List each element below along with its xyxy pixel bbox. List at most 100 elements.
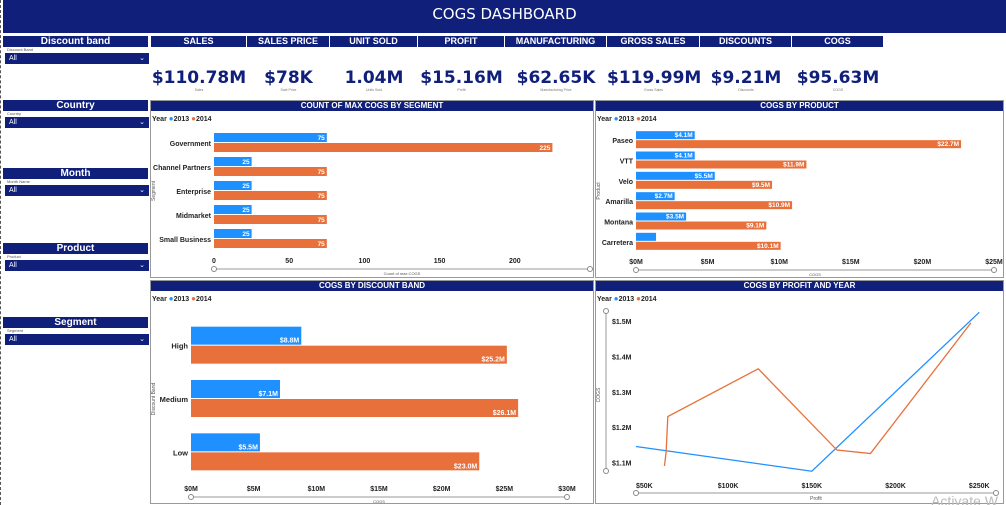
tab-sales-price[interactable]: SALES PRICE (247, 36, 330, 47)
x-tick-label: $0M (629, 259, 643, 266)
data-label: 75 (318, 135, 326, 142)
activation-watermark: Activate W (931, 493, 998, 505)
slicer-month: Month Month Name All ⌄ (3, 168, 149, 230)
tab-gross-sales[interactable]: GROSS SALES (607, 36, 700, 47)
segment-dropdown[interactable]: All ⌄ (5, 334, 149, 345)
kpi-value: $9.21M (710, 68, 782, 88)
tab-manufacturing-price[interactable]: MANUFACTURING PRICE (505, 36, 607, 57)
x-axis-title: COGS (373, 499, 385, 503)
scroll-handle-icon (587, 266, 593, 272)
kpi-value: $62.65K (516, 68, 596, 88)
bar-2014 (214, 143, 553, 152)
kpi-caption: Gross Sales (643, 88, 664, 92)
tab-sales[interactable]: SALES (151, 36, 247, 47)
data-label: $22.7M (937, 141, 959, 148)
y-tick-label: $1.1M (612, 460, 632, 467)
legend-item-2014: 2014 (640, 116, 657, 123)
chevron-down-icon[interactable]: ⌄ (139, 55, 145, 62)
kpi-unit-sold: 1.04M Units Sold (330, 68, 418, 92)
tab-unit-sold[interactable]: UNIT SOLD (330, 36, 418, 47)
scroll-handle-icon (188, 494, 194, 500)
data-label: $10.1M (757, 243, 779, 250)
x-tick-label: $20M (914, 259, 932, 266)
x-tick-label: $30M (558, 486, 576, 493)
legend-dot-icon: ● (191, 114, 196, 123)
bar-2014 (191, 345, 507, 364)
kpi-caption: COGS (832, 88, 844, 92)
discount-band-bar-chart: High $8.8M $25.2M Medium $7.1M $26.1M Low $5.5M… (151, 326, 576, 503)
bar-2013 (636, 192, 675, 201)
x-tick-label: $5M (247, 486, 261, 493)
y-tick-label: $1.3M (612, 390, 632, 397)
product-bar-chart: Paseo $4.1M $22.7M VTT $4.1M $11.9M Velo $5.5M $… (596, 131, 1003, 277)
slicer-title: Discount band (3, 36, 148, 47)
series-line-2014 (663, 322, 972, 467)
x-tick-label: $10M (770, 259, 788, 266)
scroll-handle-icon (211, 266, 217, 272)
dashboard-title: COGS DASHBOARD (3, 0, 1006, 33)
kpi-sales-price: $78K Sale Price (247, 68, 330, 92)
slicer-title: Month (3, 168, 148, 179)
bar-2013 (214, 205, 252, 214)
bar-2013 (636, 151, 695, 160)
series-line-2013 (635, 311, 980, 472)
country-dropdown[interactable]: All ⌄ (5, 117, 149, 128)
legend-label: Year (152, 296, 167, 303)
legend-dot-icon: ● (191, 294, 196, 303)
bar-2014 (214, 167, 327, 176)
tab-profit[interactable]: PROFIT (418, 36, 505, 47)
chart-title: COUNT OF MAX COGS BY SEGMENT (151, 101, 593, 111)
kpi-sales: $110.78M Sales (151, 68, 247, 92)
x-tick-label: $10M (308, 486, 326, 493)
dropdown-value: All (9, 119, 17, 126)
category-label: Amarilla (605, 199, 633, 206)
chevron-down-icon[interactable]: ⌄ (139, 119, 145, 126)
legend-dot-icon: ● (613, 294, 619, 303)
x-tick-label: $250K (969, 483, 990, 490)
legend-dot-icon: ● (636, 114, 641, 123)
chevron-down-icon[interactable]: ⌄ (139, 336, 145, 343)
chevron-down-icon[interactable]: ⌄ (139, 187, 145, 194)
category-label: High (171, 342, 188, 351)
profit-year-line-chart: $1.1M $1.2M $1.3M $1.4M $1.5M $50K $100K $150K $… (596, 308, 999, 502)
chevron-down-icon[interactable]: ⌄ (139, 262, 145, 269)
x-tick-label: $100K (718, 483, 739, 490)
slicer-product: Product Product All ⌄ (3, 243, 149, 305)
category-label: Channel Partners (153, 165, 211, 172)
slicer-field-label: Segment (7, 328, 24, 333)
y-axis-title: Segment (151, 180, 157, 201)
x-tick-label: 200 (509, 258, 521, 265)
bar-2013 (214, 157, 252, 166)
kpi-value: $78K (264, 68, 313, 88)
slicer-discount-band: Discount band Discount Band All ⌄ (3, 36, 149, 98)
kpi-caption: Manufacturing Price (540, 88, 572, 92)
tab-discounts[interactable]: DISCOUNTS (700, 36, 792, 47)
kpi-manufacturing-price: $62.65K Manufacturing Price (505, 68, 607, 92)
legend-dot-icon: ● (168, 294, 174, 303)
legend-label: Year (597, 296, 612, 303)
month-dropdown[interactable]: All ⌄ (5, 185, 149, 196)
y-tick-label: $1.2M (612, 425, 632, 432)
category-label: Small Business (159, 237, 211, 244)
chart-title: COGS BY PROFIT AND YEAR (596, 281, 1003, 291)
discount-band-dropdown[interactable]: All ⌄ (5, 53, 149, 64)
kpi-caption: Discounts (738, 88, 754, 92)
legend-item-2013: 2013 (618, 296, 635, 303)
data-label: $4.1M (675, 132, 693, 139)
kpi-discounts: $9.21M Discounts (700, 68, 792, 92)
bar-2014 (191, 399, 519, 417)
product-dropdown[interactable]: All ⌄ (5, 260, 149, 271)
x-tick-label: $25M (985, 259, 1003, 266)
chart-title: COGS BY DISCOUNT BAND (151, 281, 593, 291)
dropdown-value: All (9, 55, 17, 62)
legend-item-2013: 2013 (173, 296, 190, 303)
scroll-handle-icon (991, 267, 997, 273)
x-tick-label: $25M (496, 486, 514, 493)
kpi-profit: $15.16M Profit (418, 68, 505, 92)
tab-cogs[interactable]: COGS (792, 36, 884, 47)
scroll-handle-icon (633, 490, 639, 496)
kpi-cogs: $95.63M COGS (792, 68, 884, 92)
x-axis-title: Count of max COGS (384, 271, 421, 276)
data-label: $8.8M (280, 338, 300, 345)
chart-legend: Year ●2013 ●2014 (597, 114, 657, 123)
